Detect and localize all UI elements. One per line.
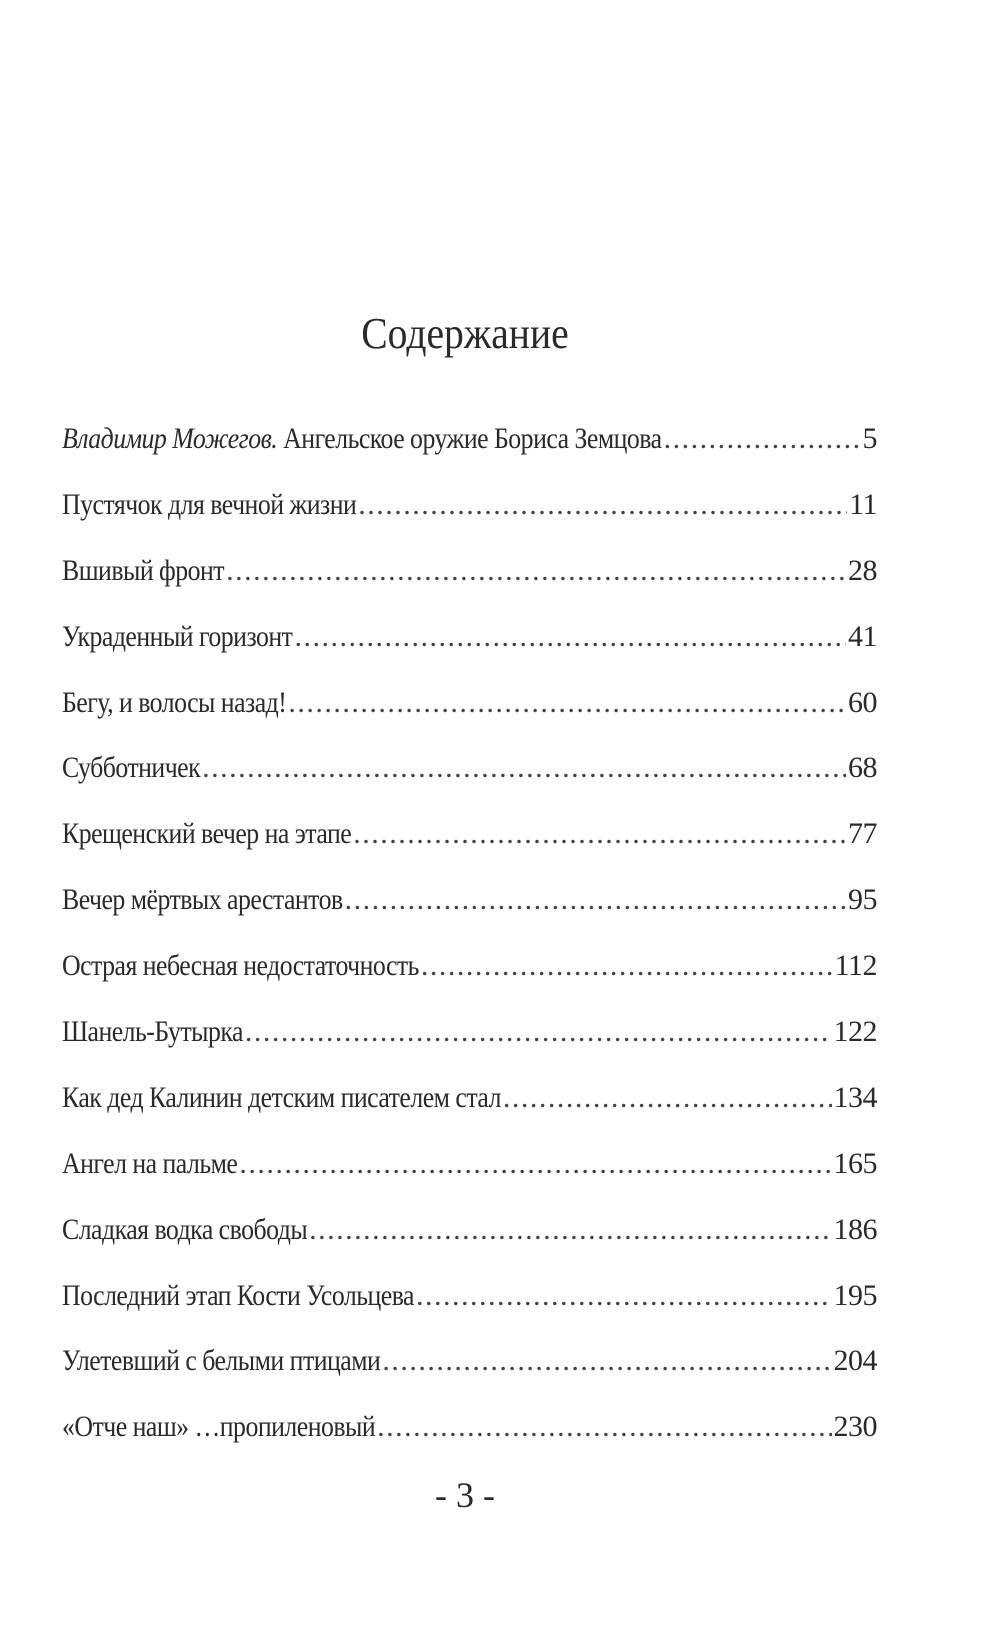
toc-entry-title: Сладкая водка свободы — [62, 1213, 308, 1247]
toc-entry-page: 204 — [833, 1344, 878, 1378]
toc-entry-title: Украденный горизонт — [62, 620, 293, 654]
toc-entry-title: Шанель-Бутырка — [62, 1015, 243, 1049]
toc-entry-label: Шанель-Бутырка — [62, 1015, 243, 1049]
toc-entry-page: 60 — [848, 685, 878, 719]
toc-entry-page: 112 — [834, 949, 878, 983]
toc-entry-title: «Отче наш» …пропиленовый — [62, 1410, 376, 1444]
toc-entry-page: 11 — [849, 487, 877, 521]
toc-entry-title: Острая небесная недостаточность — [62, 949, 419, 983]
toc-entry-title: Владимир Можегов. Ангельское оружие Бори… — [62, 422, 662, 456]
page-number: - 3 - — [435, 1475, 495, 1515]
toc-entry-page: 77 — [848, 817, 878, 851]
toc-entry-title: Улетевший с белыми птицами — [62, 1344, 381, 1378]
toc-entry-label: «Отче наш» …пропиленовый — [62, 1410, 376, 1444]
toc-entry-page: 165 — [833, 1146, 878, 1180]
toc-entry-page: 122 — [833, 1015, 878, 1049]
toc-entry-label: Острая небесная недостаточность — [62, 949, 419, 983]
toc-entry-label: Бегу, и волосы назад! — [62, 685, 287, 719]
toc-entry[interactable]: Улетевший с белыми птицами..............… — [62, 1344, 877, 1410]
toc-entry[interactable]: Ангел на пальме.........................… — [62, 1147, 877, 1213]
toc-entry-title: Вечер мёртвых арестантов — [62, 883, 343, 917]
toc-entry-label: Украденный горизонт — [62, 619, 293, 653]
toc-entry-author: Владимир Можегов. — [62, 422, 278, 455]
dot-leader: ........................................… — [382, 1344, 832, 1378]
toc-entry-page: 134 — [833, 1080, 878, 1114]
toc-entry[interactable]: Вшивый фронт............................… — [62, 553, 878, 620]
dot-leader: ........................................… — [420, 949, 833, 983]
toc-entry-title: Ангел на пальме — [62, 1147, 238, 1181]
toc-entry-title: Как дед Калинин детским писателем стал — [62, 1081, 501, 1115]
dot-leader: ........................................… — [344, 883, 846, 917]
toc-entry-label: Как дед Калинин детским писателем стал — [62, 1080, 501, 1114]
dot-leader: ........................................… — [377, 1410, 831, 1444]
table-of-contents: Владимир Можегов. Ангельское оружие Бори… — [62, 422, 878, 1476]
toc-entry-label: Улетевший с белыми птицами — [62, 1344, 381, 1378]
toc-entry-page: 28 — [848, 553, 878, 587]
dot-leader: ........................................… — [226, 553, 846, 587]
dot-leader: ........................................… — [502, 1080, 832, 1114]
dot-leader: ........................................… — [294, 619, 846, 653]
toc-entry[interactable]: Пустячок для вечной жизни...............… — [62, 488, 877, 554]
toc-entry[interactable]: Последний этап Кости Усольцева..........… — [62, 1279, 877, 1345]
toc-entry-page: 195 — [833, 1278, 878, 1312]
toc-entry-page: 5 — [862, 422, 878, 455]
toc-entry-title: Субботничек — [62, 751, 201, 785]
toc-entry[interactable]: Шанель-Бутырка..........................… — [62, 1015, 877, 1081]
dot-leader: ........................................… — [202, 751, 846, 785]
toc-entry[interactable]: Сладкая водка свободы...................… — [62, 1213, 877, 1279]
page-title: Содержание — [361, 309, 569, 358]
toc-entry[interactable]: «Отче наш» …пропиленовый................… — [62, 1410, 877, 1476]
toc-entry[interactable]: Бегу, и волосы назад!...................… — [62, 685, 878, 752]
toc-entry-title: Крещенский вечер на этапе — [62, 817, 352, 851]
toc-entry-label: Сладкая водка свободы — [62, 1212, 308, 1246]
toc-entry-label: Ангел на пальме — [62, 1146, 238, 1180]
dot-leader: ........................................… — [358, 487, 847, 521]
toc-entry-label: Ангельское оружие Бориса Земцова — [283, 422, 662, 455]
toc-entry[interactable]: Владимир Можегов. Ангельское оружие Бори… — [62, 422, 877, 488]
toc-entry-label: Крещенский вечер на этапе — [62, 817, 352, 851]
toc-entry-page: 95 — [848, 883, 878, 917]
dot-leader: ........................................… — [415, 1278, 832, 1312]
toc-entry[interactable]: Острая небесная недостаточность.........… — [62, 949, 878, 1015]
toc-entry-label: Пустячок для вечной жизни — [62, 487, 357, 521]
toc-entry[interactable]: Как дед Калинин детским писателем стал..… — [62, 1081, 877, 1147]
toc-entry-title: Вшивый фронт — [62, 554, 225, 588]
toc-entry-label: Субботничек — [62, 751, 201, 785]
dot-leader: ........................................… — [288, 685, 846, 719]
toc-entry-title: Бегу, и волосы назад! — [62, 686, 287, 720]
dot-leader: ........................................… — [353, 817, 846, 851]
toc-entry-label: Вечер мёртвых арестантов — [62, 883, 343, 917]
dot-leader: ........................................… — [244, 1015, 832, 1049]
toc-entry[interactable]: Украденный горизонт.....................… — [62, 619, 878, 686]
toc-entry-page: 230 — [833, 1410, 878, 1444]
toc-entry-title: Пустячок для вечной жизни — [62, 488, 357, 522]
toc-entry[interactable]: Вечер мёртвых арестантов................… — [62, 883, 878, 949]
toc-entry[interactable]: Субботничек.............................… — [62, 751, 878, 817]
dot-leader: ........................................… — [663, 422, 861, 455]
toc-entry-label: Последний этап Кости Усольцева — [62, 1278, 414, 1312]
dot-leader: ........................................… — [309, 1212, 832, 1246]
toc-entry-page: 68 — [848, 751, 878, 785]
toc-entry[interactable]: Крещенский вечер на этапе...............… — [62, 817, 878, 883]
toc-entry-title: Последний этап Кости Усольцева — [62, 1279, 414, 1313]
toc-entry-label: Вшивый фронт — [62, 553, 225, 587]
toc-entry-page: 186 — [833, 1212, 878, 1246]
dot-leader: ........................................… — [239, 1146, 831, 1180]
toc-entry-page: 41 — [848, 619, 878, 653]
